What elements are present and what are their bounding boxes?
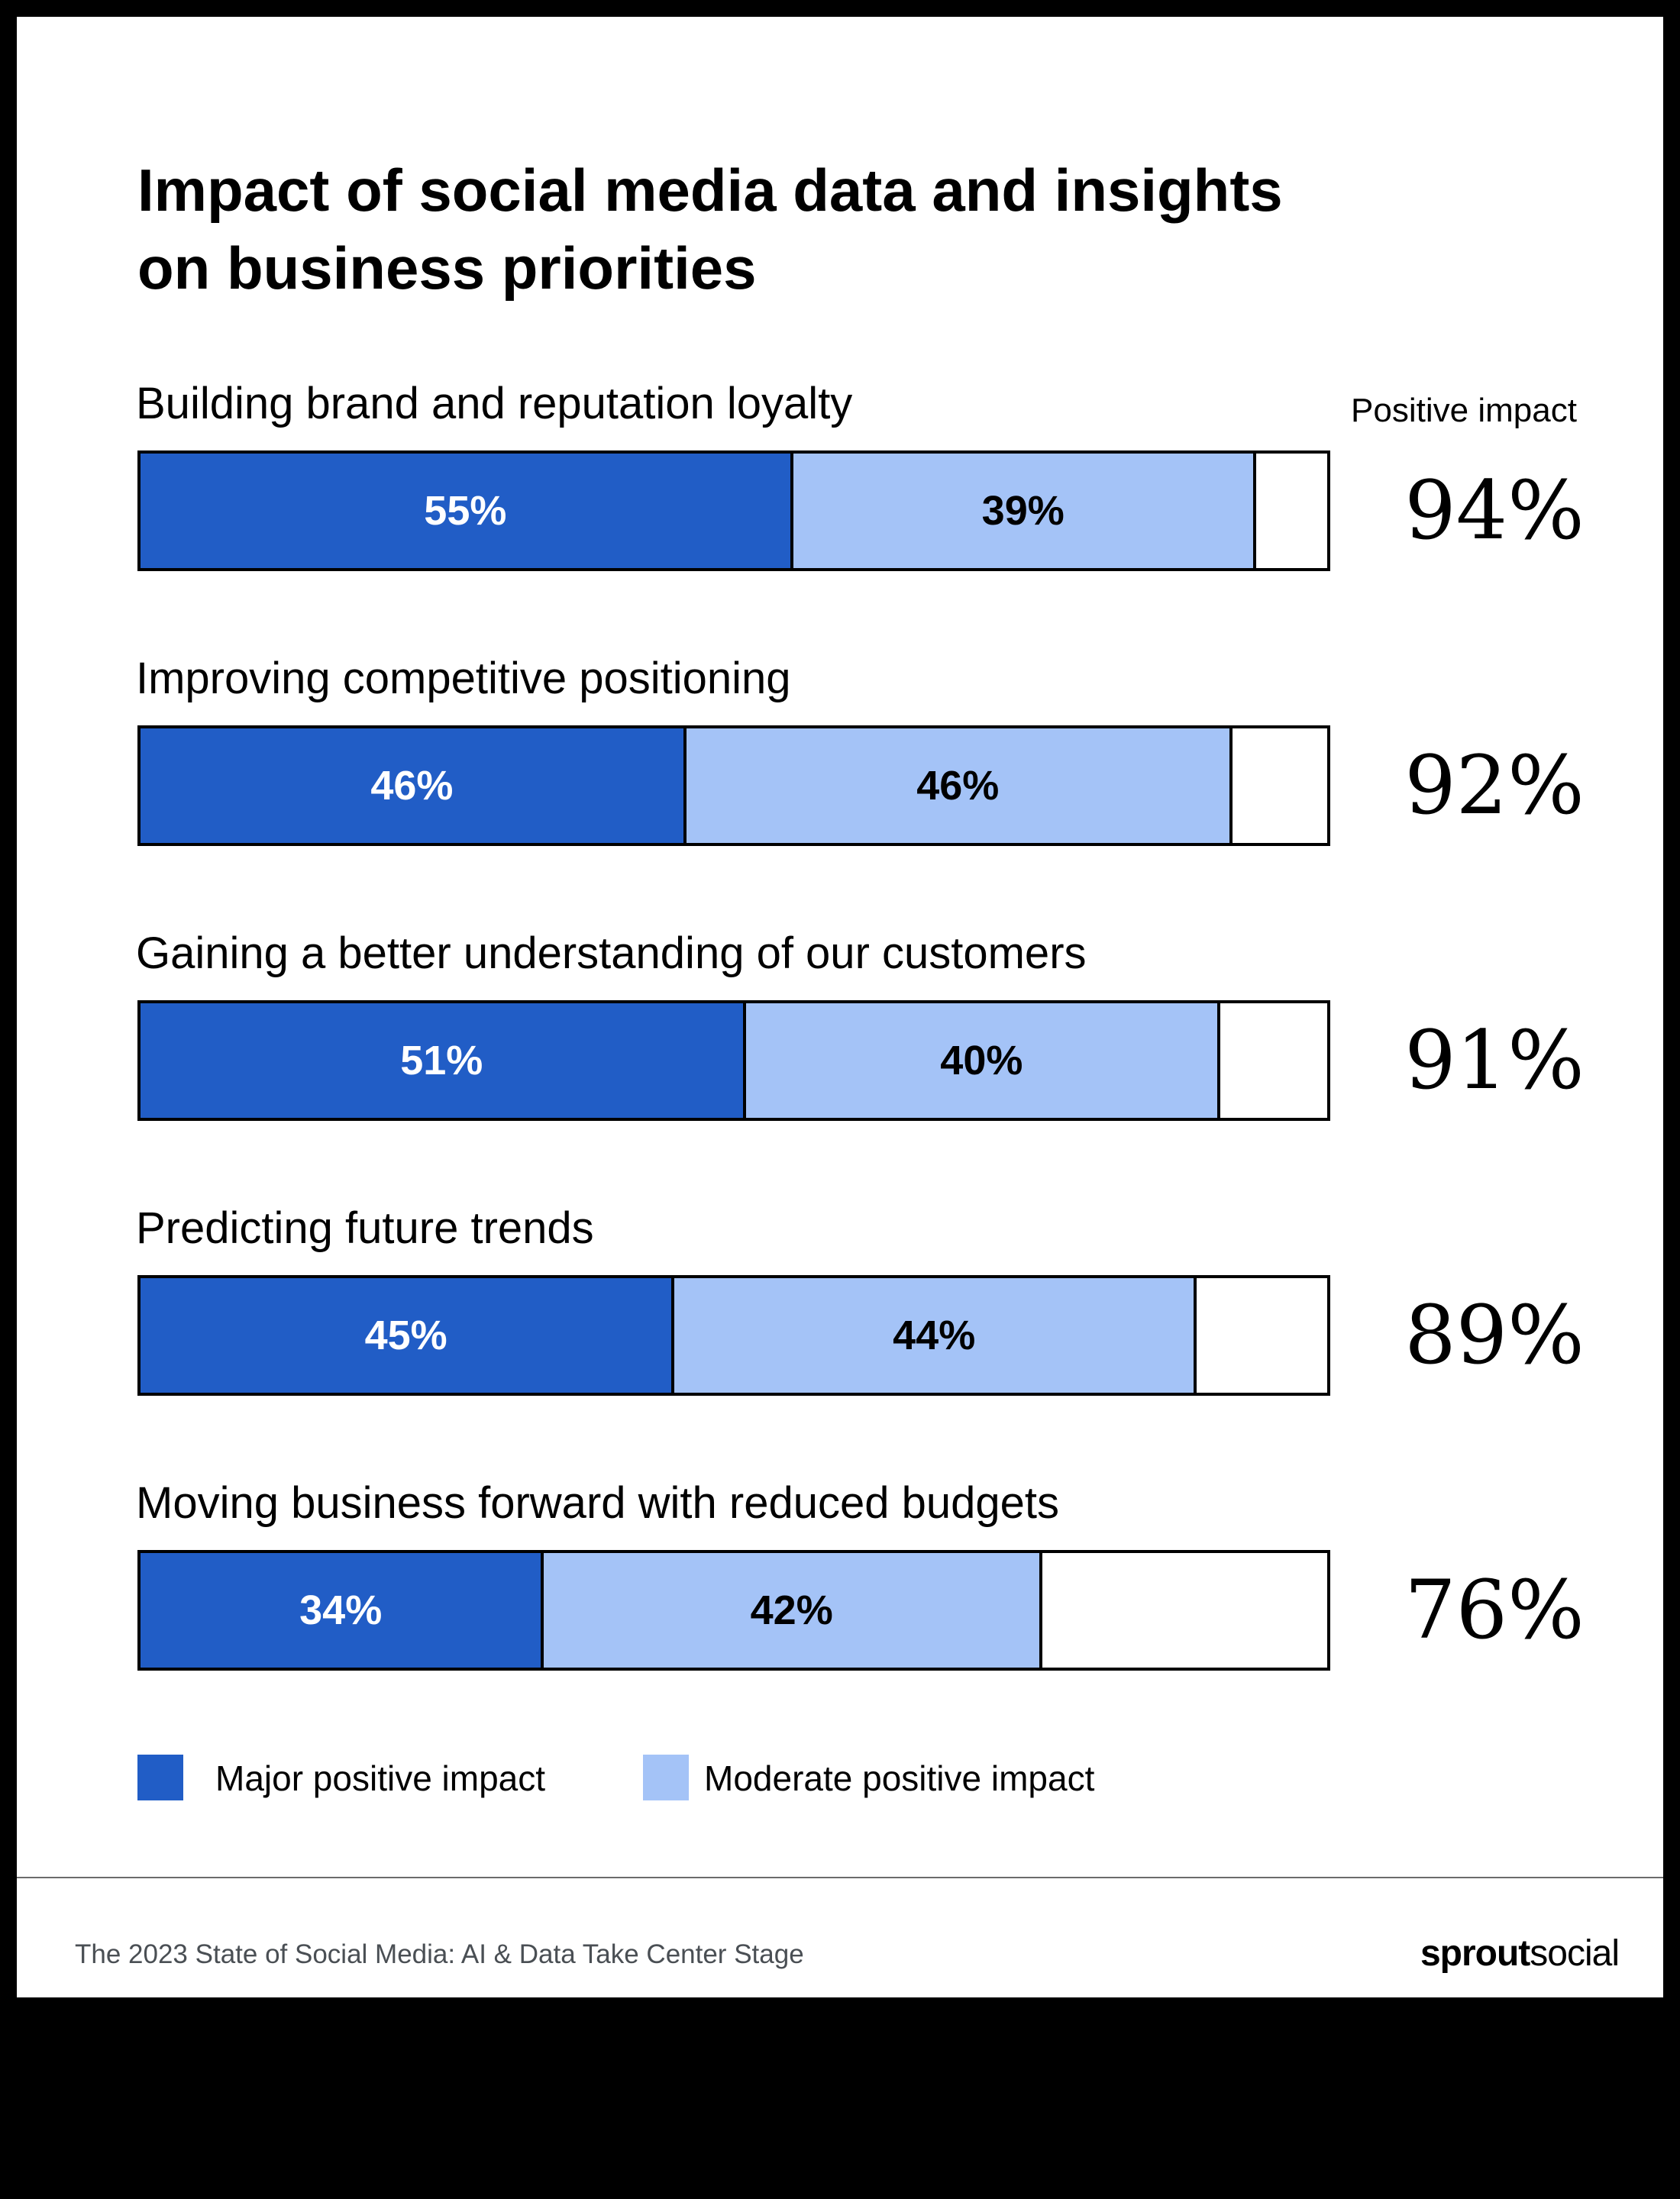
bar-segment-major: 46% [141, 728, 687, 843]
chart-title: Impact of social media data and insights… [137, 151, 1436, 307]
bar-segment-major: 51% [141, 1003, 746, 1118]
stacked-bar: 46% 46% [137, 725, 1330, 846]
sproutsocial-logo: sproutsocial [1420, 1932, 1620, 1976]
positive-impact-total: 89% [1404, 1288, 1585, 1382]
legend-swatch-major [137, 1755, 183, 1800]
category-label: Gaining a better understanding of our cu… [136, 928, 1087, 978]
bar-segment-major: 34% [141, 1553, 544, 1668]
bar-segment-moderate: 40% [745, 1003, 1221, 1118]
bar-segment-moderate: 39% [793, 454, 1256, 568]
stacked-bar: 55% 39% [137, 450, 1330, 571]
legend-label-major: Major positive impact [215, 1758, 546, 1798]
positive-impact-total: 94% [1404, 463, 1585, 557]
bar-segment-moderate: 46% [686, 728, 1233, 843]
category-label: Improving competitive positioning [136, 654, 791, 703]
category-label: Moving business forward with reduced bud… [136, 1478, 1059, 1528]
stacked-bar: 51% 40% [137, 1000, 1330, 1121]
positive-impact-header: Positive impact [1351, 392, 1577, 429]
footer-divider [17, 1877, 1663, 1878]
positive-impact-total: 76% [1404, 1563, 1585, 1657]
legend-swatch-moderate [643, 1755, 689, 1800]
legend-label-moderate: Moderate positive impact [704, 1758, 1095, 1798]
logo-word-sprout: sprout [1420, 1933, 1530, 1974]
category-label: Predicting future trends [136, 1203, 594, 1253]
stacked-bar: 34% 42% [137, 1550, 1330, 1671]
chart-title-line-1: Impact of social media data and insights [137, 157, 1283, 224]
bar-segment-major: 45% [141, 1278, 675, 1393]
stacked-bar: 45% 44% [137, 1275, 1330, 1396]
bar-segment-moderate: 44% [674, 1278, 1197, 1393]
source-citation: The 2023 State of Social Media: AI & Dat… [75, 1939, 804, 1969]
logo-word-social: social [1530, 1933, 1620, 1974]
chart-title-line-2: on business priorities [137, 234, 757, 302]
positive-impact-total: 92% [1404, 738, 1585, 832]
category-label: Building brand and reputation loyalty [136, 379, 853, 428]
bar-segment-major: 55% [141, 454, 793, 568]
positive-impact-total: 91% [1404, 1013, 1585, 1107]
bar-segment-moderate: 42% [544, 1553, 1043, 1668]
chart-card: Impact of social media data and insights… [17, 17, 1663, 1997]
